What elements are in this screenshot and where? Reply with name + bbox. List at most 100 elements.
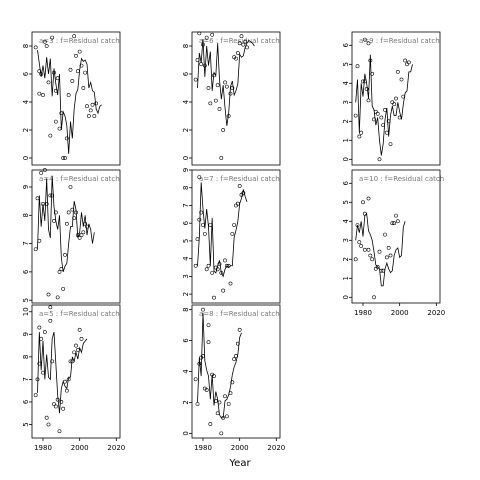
data-point (63, 379, 67, 384)
data-point (39, 336, 44, 341)
data-point (197, 175, 202, 179)
data-point (372, 117, 376, 122)
y-tick-label: 4 (342, 81, 350, 86)
data-point (53, 404, 58, 409)
data-point (370, 71, 375, 76)
data-point (68, 185, 73, 189)
data-point (224, 84, 229, 89)
y-tick-label: 0 (182, 431, 190, 435)
data-point (221, 288, 226, 293)
data-point (70, 207, 75, 212)
data-point (66, 377, 71, 382)
data-point (213, 398, 218, 403)
data-point (72, 34, 77, 39)
data-point (362, 79, 367, 84)
data-point (223, 80, 227, 85)
data-point (232, 357, 237, 362)
data-point (373, 266, 378, 271)
data-point (381, 123, 386, 128)
data-point (77, 236, 82, 240)
y-tick-label: 2 (182, 128, 190, 132)
data-point (234, 203, 238, 208)
data-point (361, 200, 365, 205)
y-tick-label: 2 (342, 119, 350, 123)
data-point (219, 270, 224, 275)
y-tick-label: 4 (342, 219, 350, 224)
data-point (39, 170, 44, 175)
data-point (237, 184, 242, 188)
y-tick-label: 8 (182, 307, 190, 311)
data-point (388, 142, 393, 147)
x-tick-label: 2000 (71, 444, 89, 452)
data-point (37, 238, 42, 243)
data-point (373, 109, 378, 114)
data-point (394, 96, 398, 101)
data-point (366, 247, 371, 252)
data-point (390, 100, 395, 105)
data-point (83, 70, 88, 75)
data-point (235, 51, 240, 55)
data-point (210, 270, 215, 275)
y-tick-label: 7 (22, 241, 30, 245)
data-point (226, 114, 231, 118)
x-axis-label: Year (229, 458, 251, 469)
data-point (399, 77, 404, 82)
y-tick-label: 0 (342, 295, 350, 299)
data-point (212, 295, 216, 300)
data-point (228, 391, 233, 396)
data-point (195, 237, 200, 242)
data-point (217, 400, 222, 405)
data-point (226, 402, 231, 406)
y-tick-label: 5 (182, 239, 190, 243)
data-point (41, 202, 45, 206)
y-tick-label: 8 (22, 355, 30, 359)
data-point (50, 35, 55, 40)
data-point (57, 269, 62, 274)
y-tick-label: 0 (342, 157, 350, 161)
data-point (88, 108, 93, 113)
data-point (199, 62, 204, 67)
data-point (213, 98, 218, 103)
data-point (81, 230, 86, 235)
data-point (212, 374, 216, 379)
data-point (359, 130, 364, 135)
panel-frame (191, 31, 281, 166)
data-point (55, 76, 60, 81)
data-point (37, 325, 42, 330)
y-tick-label: 2 (182, 400, 190, 404)
data-point (68, 359, 73, 364)
y-tick-label: 6 (342, 43, 350, 48)
data-point (223, 394, 227, 399)
data-point (201, 307, 205, 312)
series-line (37, 50, 102, 154)
data-point (64, 221, 69, 226)
data-point (55, 295, 60, 300)
panel-0: a=3 : f=Residual catch 0 2 4 6 8 (22, 31, 121, 166)
data-point (235, 201, 240, 206)
data-point (235, 341, 240, 346)
data-point (66, 93, 71, 97)
panel-frame (191, 169, 281, 304)
data-point (64, 388, 69, 393)
data-point (57, 429, 62, 434)
y-tick-label: 0 (22, 156, 30, 160)
data-point (52, 402, 56, 407)
data-point (33, 45, 38, 50)
y-tick-label: 2 (22, 128, 30, 132)
y-tick-label: 8 (22, 44, 30, 48)
data-point (197, 31, 202, 36)
data-point (384, 255, 389, 260)
data-point (197, 217, 202, 222)
data-point (224, 414, 229, 419)
x-tick-label: 2000 (391, 309, 409, 317)
data-point (386, 245, 391, 250)
panel-title: a=4 : f=Residual catch (39, 175, 120, 183)
panel-7: a=8 : f=Residual catch 0 2 4 6 8 1980 2000 2020 (182, 304, 285, 452)
data-point (381, 268, 386, 273)
panel-title: a=3 : f=Residual catch (39, 37, 120, 45)
y-tick-label: 1 (342, 138, 350, 142)
data-point (212, 73, 216, 78)
data-point (386, 119, 391, 124)
data-point (206, 263, 211, 268)
